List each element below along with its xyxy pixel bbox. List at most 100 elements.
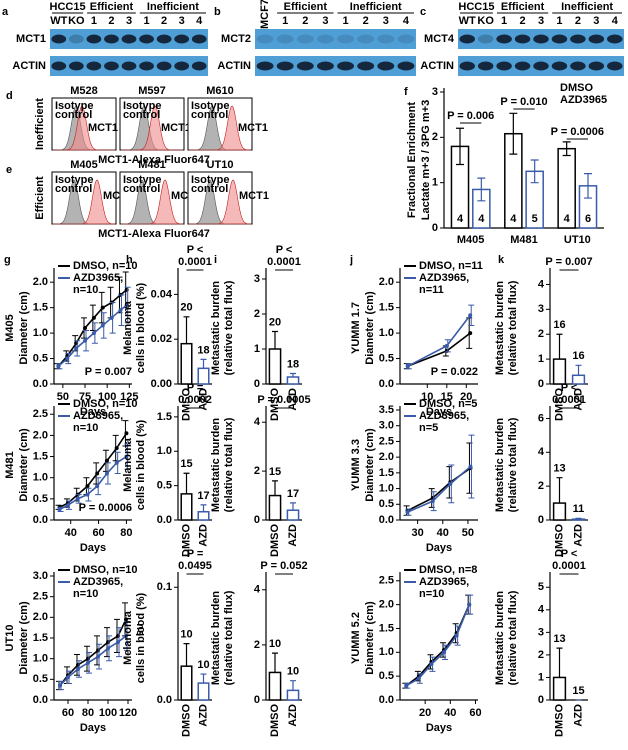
y-tick-label: 3.0 [33,570,48,582]
x-tick-label: 60 [92,527,104,539]
error-bar [556,333,563,360]
bar [268,348,282,385]
error-bar [530,159,539,184]
x-tick-label: M405 [457,234,485,246]
legend-label: AZD3965, n=10 [73,410,124,434]
n-label: 10 [269,638,281,650]
legend-swatch [404,277,416,279]
lane-label: 1 [556,15,562,27]
y-tick-label: 1.0 [379,646,394,658]
n-label: 20 [180,302,192,314]
legend-swatch [404,403,416,405]
y-axis-label: YUMM 5.2 [350,612,362,664]
p-value: 0.0002 [178,394,212,406]
y-tick-label: 1.0 [379,482,394,494]
y-tick-label: 2 [254,639,260,651]
bar [268,671,282,701]
x-axis-label: Days [426,542,452,554]
y-tick-label: 6 [538,412,544,424]
y-tick-label: 0.5 [33,673,48,685]
data-point [66,675,70,680]
data-point [405,510,410,515]
p-value: P = 0.006 [447,110,494,122]
legend-item: AZD3965, n=5 [404,410,490,434]
legend-swatch [58,265,70,267]
data-point [118,308,123,313]
x-axis-label: Days [80,722,106,734]
y-tick-label: 1.5 [33,450,48,462]
x-tick-label: AZD [197,388,209,411]
blot-band [139,61,154,71]
y-tick-label: 1.5 [379,467,394,479]
blot-band [496,34,512,44]
y-tick-label: 2.0 [33,276,48,288]
lane-label: KO [68,15,85,27]
n-label: 10 [197,659,209,671]
error-bar [290,502,296,511]
p-value: P = 0.010 [500,96,547,108]
p-value: P = [187,382,204,394]
x-tick-label: DMSO [180,704,192,737]
y-axis-label: (relative total flux) [507,280,519,375]
data-point [468,313,473,318]
data-point [442,650,447,655]
lane-label: 2 [161,15,167,27]
x-tick-label: AZD [287,388,299,411]
p-value: P = 0.0005 [257,394,310,406]
y-tick-label: 0.0 [157,694,172,706]
n-label: 17 [197,490,209,502]
data-point [83,326,88,330]
y-tick-label: 0.0 [157,514,172,526]
y-tick-label: 1.0 [33,653,48,665]
blot-band [121,61,137,71]
blot-group-label: Efficient [90,1,134,13]
bar [552,676,567,701]
blot-band [276,34,294,44]
y-axis-label: (relative total flux) [507,417,519,512]
data-point [86,660,90,665]
lane-label: 1 [91,15,97,27]
legend-label: DMSO, n=11 [419,260,483,272]
x-tick-label: DMSO [180,388,192,421]
y-axis-label: Lactate m+3 / 3PG m+3 [420,100,432,220]
y-tick-label: 1.5 [157,411,172,423]
bar [286,376,300,385]
error-bar [183,472,190,494]
blot-band [337,61,355,71]
x-tick-label: DMSO [553,524,565,557]
error-bar [183,643,190,667]
x-tick-label: 80 [82,707,94,719]
x-tick-label: UT10 [564,234,591,246]
legend-box: DMSO, n=5 AZD3965, n=5 [404,398,490,434]
blot-band [191,61,207,71]
lane-label: 4 [612,15,619,27]
isotype-label: control [55,109,92,121]
n-label: 13 [553,463,565,475]
x-tick-label: 20 [460,391,472,403]
blot-band [316,34,334,44]
n-label: 6 [585,213,591,225]
blot-band [316,61,334,71]
lane-label: 3 [538,15,544,27]
error-bar [575,517,582,520]
blot-band [357,34,375,44]
data-point [57,507,62,512]
bar [552,502,567,521]
p-value: P < [276,244,293,256]
marker-label: MCT1 [238,122,268,134]
y-tick-label: 0 [432,222,438,234]
x-axis-label: Days [426,406,452,418]
blot-band [191,34,207,44]
data-point [96,654,100,659]
legend-item: DMSO, n=11 [404,260,490,272]
error-bar [290,372,296,377]
x-tick-label: DMSO [269,704,281,737]
legend-entry: DMSO [560,82,593,94]
legend-swatch [404,581,416,583]
panel-letter: f [404,86,408,98]
x-tick-label: 30 [411,527,423,539]
x-tick-label: 40 [65,527,77,539]
blot-band [296,34,314,44]
